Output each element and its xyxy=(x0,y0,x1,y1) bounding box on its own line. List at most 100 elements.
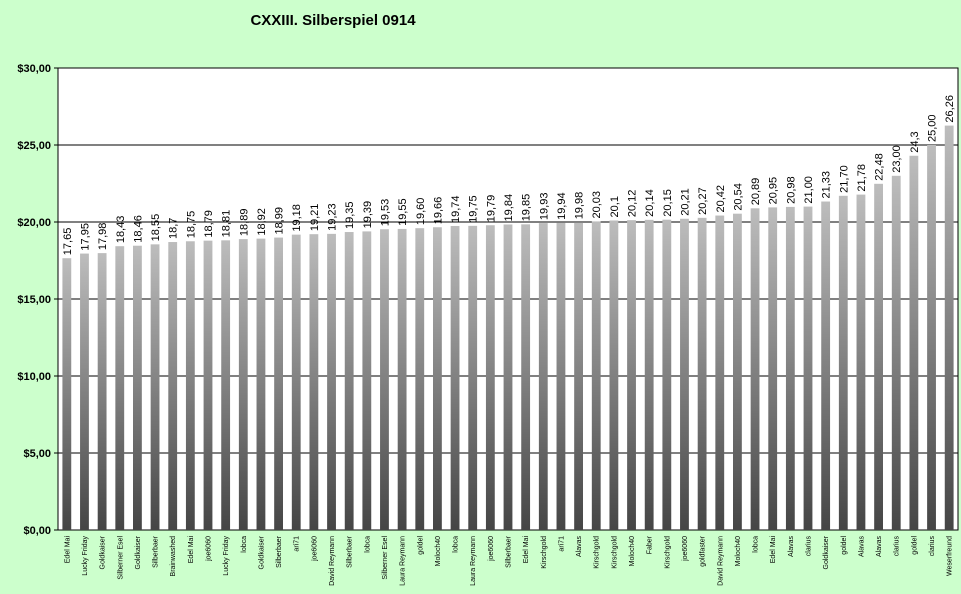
bar xyxy=(397,228,407,530)
y-tick-label: $0,00 xyxy=(23,525,51,537)
bar xyxy=(344,232,354,530)
bar xyxy=(185,241,195,530)
category-label: Edel Mai xyxy=(523,536,530,564)
category-label: Alavas xyxy=(876,536,883,558)
bar xyxy=(750,208,760,530)
bar xyxy=(327,233,336,530)
data-label: 20,1 xyxy=(609,196,621,217)
bar xyxy=(609,220,619,530)
bar xyxy=(521,224,531,530)
y-tick-label: $15,00 xyxy=(17,294,51,306)
category-label: Moloch40 xyxy=(629,536,636,566)
bar xyxy=(485,225,495,530)
data-label: 22,48 xyxy=(874,153,886,181)
category-label: Alavas xyxy=(788,536,795,558)
category-label: goldfaster xyxy=(700,535,707,566)
category-label: goldel xyxy=(911,536,918,555)
data-label: 18,99 xyxy=(274,207,286,235)
data-label: 20,27 xyxy=(697,187,709,215)
bar xyxy=(133,245,142,530)
data-label: 20,89 xyxy=(750,178,762,206)
category-label: lobca xyxy=(241,536,248,553)
y-tick-label: $10,00 xyxy=(17,371,51,383)
data-label: 19,21 xyxy=(309,204,321,232)
category-label: Silberner Esel xyxy=(117,536,124,580)
category-label: Goldkaiser xyxy=(100,535,107,569)
category-label: joe6060 xyxy=(682,536,689,562)
bar xyxy=(680,218,689,531)
data-label: 23,00 xyxy=(891,145,903,173)
y-tick-label: $5,00 xyxy=(23,448,51,460)
bar xyxy=(874,183,883,531)
category-label: joe6060 xyxy=(311,536,318,562)
data-labels: 17,65 17,95 17,98 18,43 18,46 18,55 18,7 18,75 1… xyxy=(62,95,956,255)
data-label: 18,79 xyxy=(203,210,215,238)
data-label: 19,23 xyxy=(327,203,339,231)
data-label: 20,03 xyxy=(591,191,603,219)
category-label: Brainwashed xyxy=(170,536,177,577)
category-label: lobca xyxy=(453,536,460,553)
data-label: 19,66 xyxy=(432,197,444,225)
data-label: 19,75 xyxy=(468,195,480,223)
bar xyxy=(450,226,460,530)
data-label: 17,95 xyxy=(79,223,91,251)
data-label: 18,81 xyxy=(221,210,233,238)
data-label: 19,18 xyxy=(291,204,303,232)
category-label: joe6060 xyxy=(206,536,213,562)
category-label: Weserfreund xyxy=(947,536,954,576)
data-label: 20,12 xyxy=(627,190,639,218)
bar xyxy=(574,222,583,531)
category-label: Goldkaiser xyxy=(823,535,830,569)
bar xyxy=(644,219,654,530)
data-label: 18,7 xyxy=(168,218,180,239)
y-tick-label: $30,00 xyxy=(17,63,51,75)
category-label: Edel Mai xyxy=(64,536,71,564)
bar xyxy=(362,231,372,531)
category-label: ari71 xyxy=(558,536,565,552)
bar xyxy=(433,227,442,530)
category-label: goldel xyxy=(417,536,424,555)
data-label: 18,55 xyxy=(150,214,162,242)
bar xyxy=(838,195,848,530)
data-label: 18,46 xyxy=(132,215,144,243)
bar xyxy=(115,246,125,531)
bar xyxy=(891,175,901,531)
category-label: David Reymann xyxy=(329,536,336,586)
data-label: 19,74 xyxy=(450,195,462,223)
bar xyxy=(256,238,266,530)
category-label: Kirschgold xyxy=(594,536,601,569)
category-label: Laura Reymann xyxy=(470,536,477,586)
bar xyxy=(821,201,831,530)
data-label: 19,79 xyxy=(485,195,497,223)
bar xyxy=(927,145,936,530)
data-label: 19,35 xyxy=(344,201,356,229)
bar xyxy=(468,225,478,530)
bar xyxy=(856,194,866,530)
category-label: clarius xyxy=(806,536,813,557)
category-label: David Reymann xyxy=(717,536,724,586)
bar xyxy=(715,215,725,531)
data-label: 17,65 xyxy=(62,228,74,256)
data-label: 19,93 xyxy=(538,193,550,221)
bar xyxy=(415,228,425,530)
bar xyxy=(785,206,795,530)
category-label: Silberbaer xyxy=(276,535,283,568)
data-label: 18,89 xyxy=(238,209,250,237)
bar xyxy=(97,253,107,530)
data-label: 18,43 xyxy=(115,216,127,244)
category-label: goldel xyxy=(841,536,848,555)
data-label: 21,33 xyxy=(821,171,833,199)
category-label: Silberbaer xyxy=(153,535,160,568)
data-label: 20,21 xyxy=(679,188,691,216)
bar xyxy=(503,224,513,531)
bar xyxy=(768,207,778,530)
bars xyxy=(62,125,954,531)
data-label: 17,98 xyxy=(97,223,109,251)
data-label: 19,39 xyxy=(362,201,374,229)
bar xyxy=(62,258,72,530)
category-label: Silberbaer xyxy=(347,535,354,568)
bar xyxy=(538,223,548,530)
data-label: 18,92 xyxy=(256,208,268,236)
data-label: 19,98 xyxy=(574,192,586,220)
category-label: Goldkaiser xyxy=(135,535,142,569)
